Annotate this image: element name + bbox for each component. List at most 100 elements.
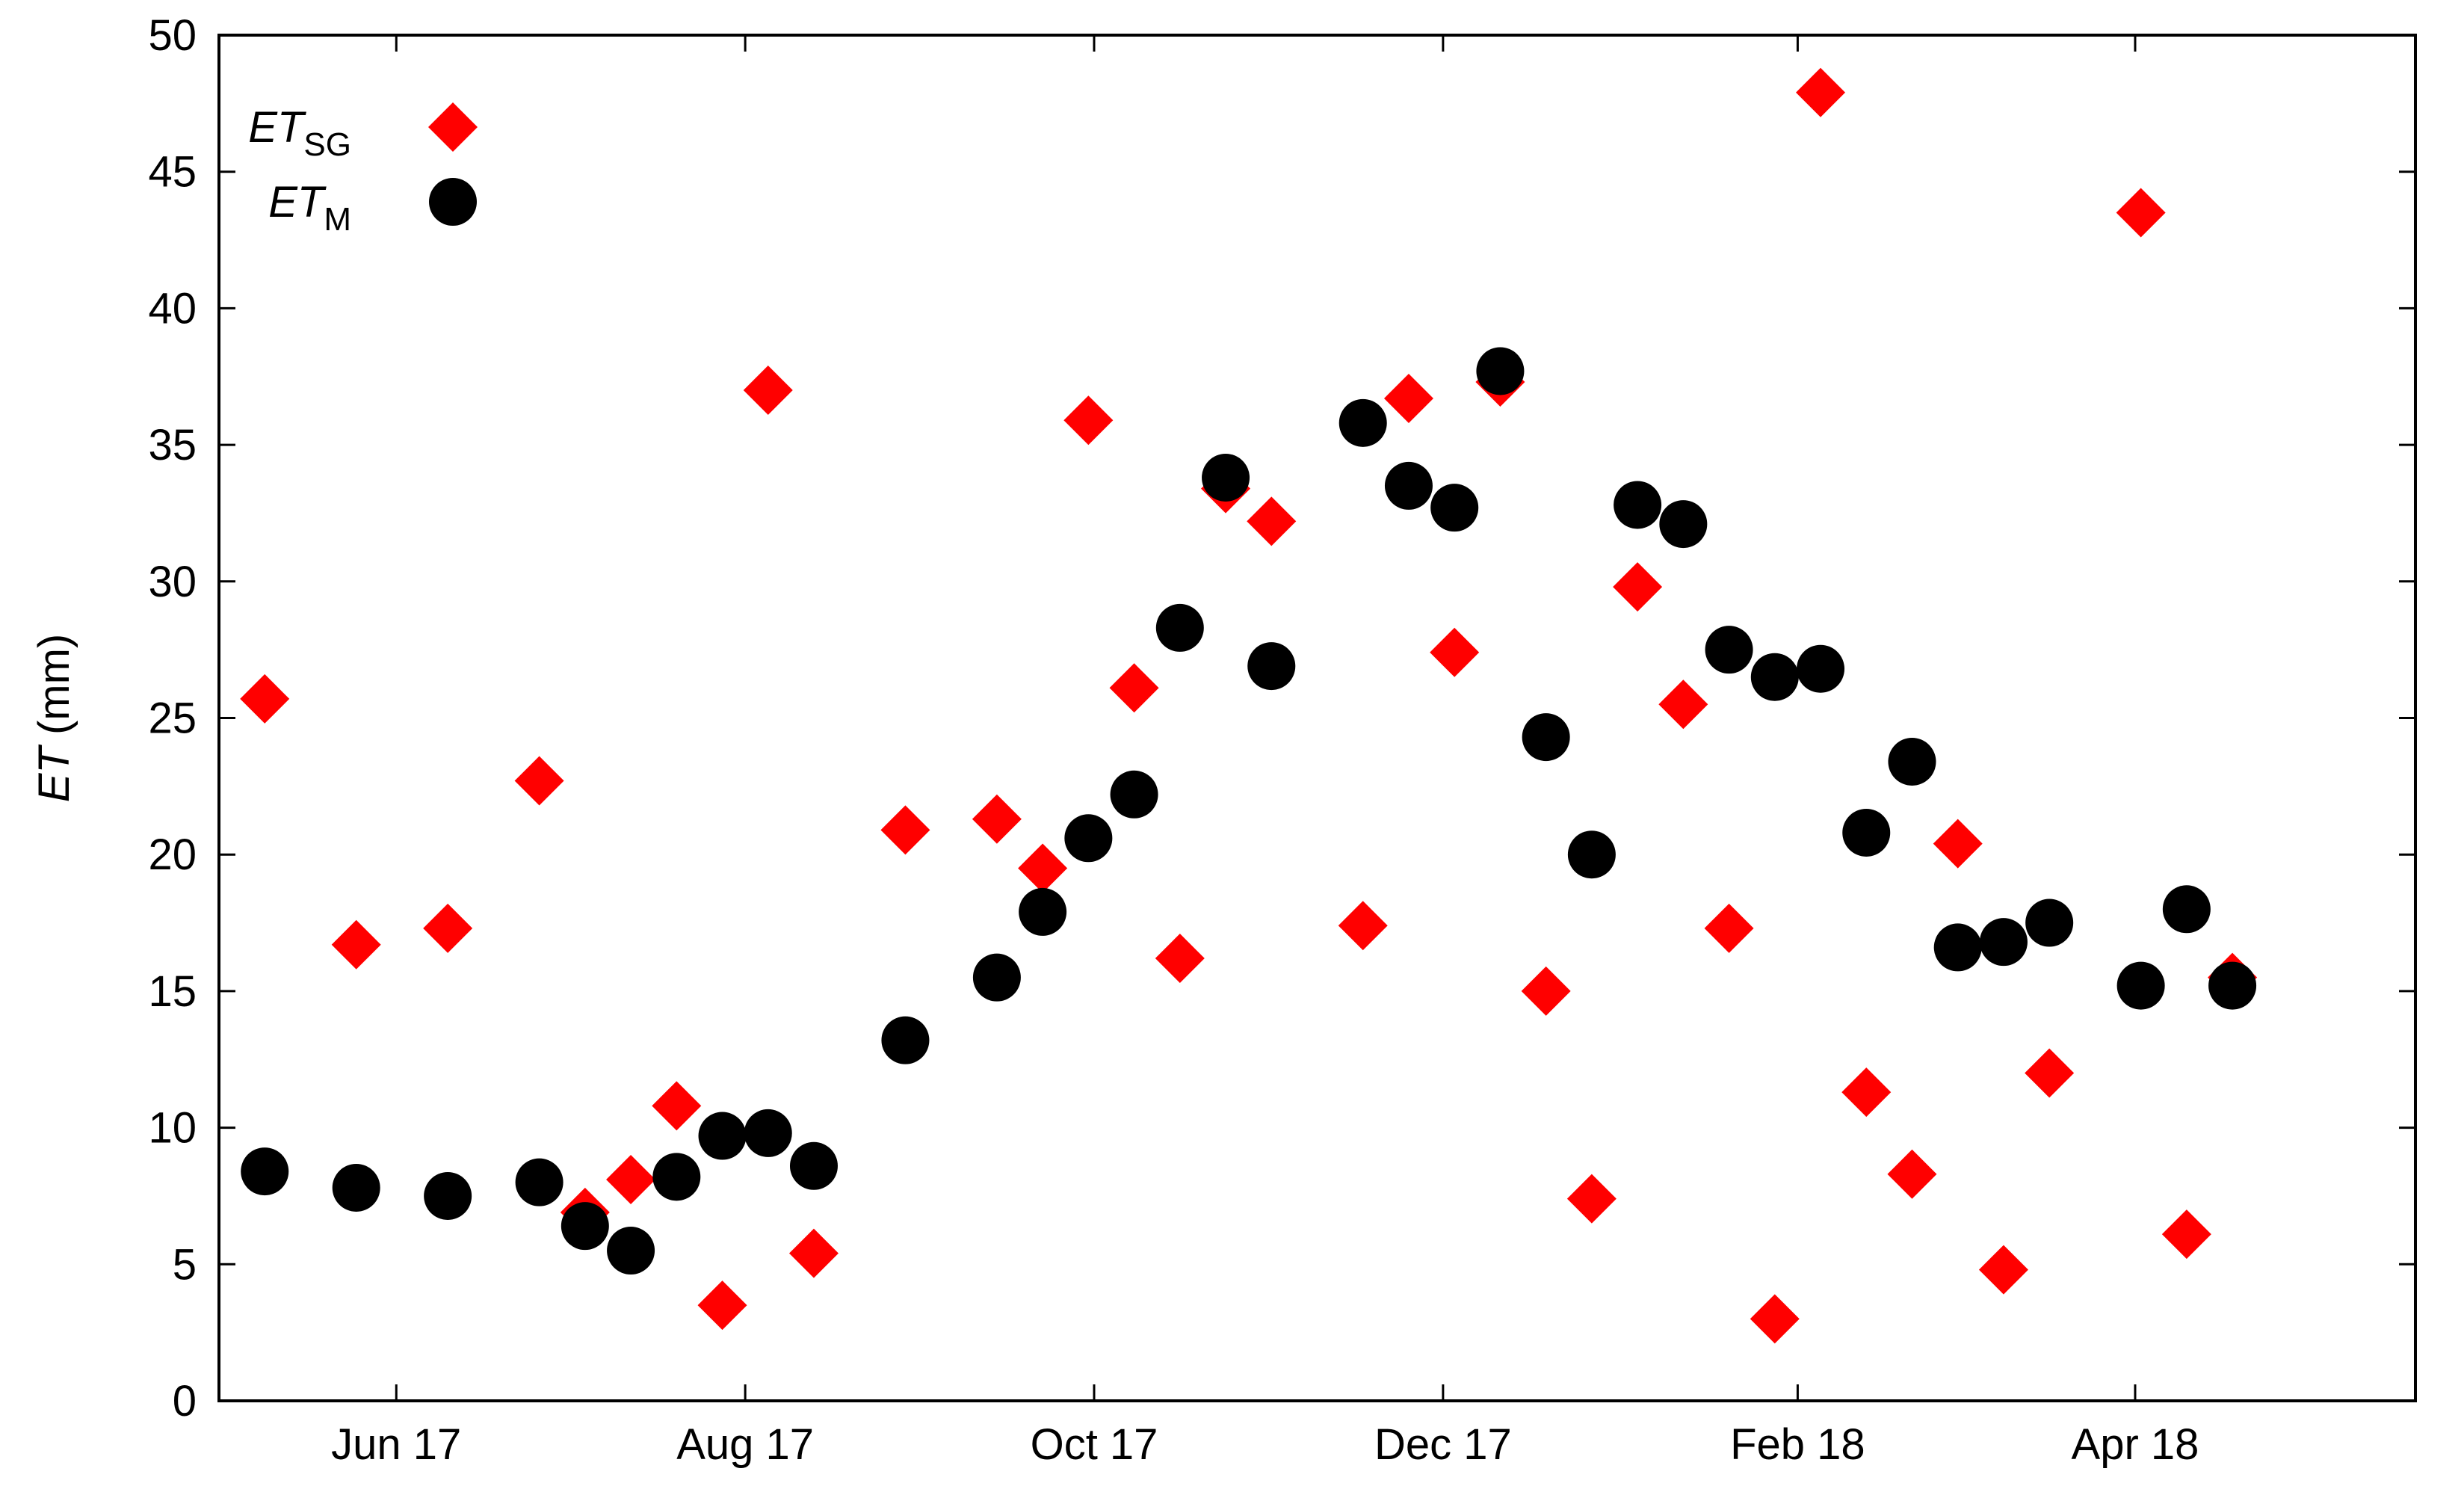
et-m-point xyxy=(1750,653,1799,701)
legend-marker-sg xyxy=(428,102,478,152)
et-m-point xyxy=(1338,398,1387,447)
et-sg-point xyxy=(514,756,564,806)
et-sg-point xyxy=(1887,1149,1937,1199)
et-m-point xyxy=(1476,347,1525,395)
et-m-point xyxy=(789,1141,838,1190)
y-axis-unit: (mm) xyxy=(30,634,78,747)
y-tick-label: 35 xyxy=(148,421,197,469)
et-sg-point xyxy=(880,805,930,855)
x-tick-label: Apr 18 xyxy=(2072,1420,2199,1469)
et-sg-point xyxy=(1338,901,1388,951)
et-m-point xyxy=(1933,923,1982,972)
y-tick-label: 10 xyxy=(148,1104,197,1153)
et-m-point xyxy=(2025,899,2074,947)
et-sg-point xyxy=(1750,1294,1800,1344)
y-axis-title: ET (mm) xyxy=(30,634,78,803)
x-tick-label: Dec 17 xyxy=(1374,1420,1512,1469)
y-tick-label: 45 xyxy=(148,148,197,197)
y-tick-label: 0 xyxy=(173,1377,197,1426)
et-sg-point xyxy=(331,919,381,970)
et-sg-point xyxy=(972,794,1022,844)
axes: 0 5 10 15 20 25 30 35 40 45 50 Jun 17 Aug 17 Oct 17 De… xyxy=(30,11,2415,1469)
et-sg-point xyxy=(652,1081,702,1131)
y-tick-label: 15 xyxy=(148,967,197,1016)
et-sg-point xyxy=(423,903,473,953)
et-m-point xyxy=(1522,713,1570,762)
legend-label-sg: ETSG xyxy=(248,103,351,163)
et-sg-point xyxy=(1109,663,1159,713)
et-sg-point xyxy=(1796,67,1846,117)
et-m-point xyxy=(652,1153,701,1201)
et-sg-point xyxy=(1566,1174,1617,1224)
data-points xyxy=(240,67,2258,1344)
et-sg-point xyxy=(1933,819,1983,869)
et-sg-point xyxy=(2161,1209,2211,1260)
et-sg-point xyxy=(697,1280,747,1331)
plot-frame xyxy=(217,34,2417,1402)
et-m-point xyxy=(1567,830,1616,879)
et-m-point xyxy=(1659,500,1708,549)
et-sg-point xyxy=(1063,395,1114,446)
legend-variable: ET xyxy=(248,103,306,152)
et-sg-point xyxy=(2025,1048,2075,1098)
et-m-point xyxy=(972,953,1021,1002)
et-sg-point xyxy=(1521,966,1571,1016)
y-tick-label: 50 xyxy=(148,11,197,60)
et-m-point xyxy=(1202,453,1250,502)
et-m-point xyxy=(1384,461,1433,510)
et-m-point xyxy=(1019,887,1067,936)
et-sg-point xyxy=(1155,934,1205,984)
et-sg-point xyxy=(1704,903,1754,953)
et-sg-point xyxy=(606,1155,656,1205)
et-sg-point xyxy=(1658,679,1708,730)
y-tick-label: 30 xyxy=(148,558,197,606)
et-sg-point xyxy=(743,366,793,416)
x-tick-label: Oct 17 xyxy=(1031,1420,1158,1469)
et-m-point xyxy=(515,1158,563,1206)
et-m-point xyxy=(1247,642,1296,691)
et-sg-point xyxy=(1383,373,1433,423)
et-m-point xyxy=(332,1163,380,1212)
et-sg-point xyxy=(2116,188,2166,238)
et-m-point xyxy=(2116,961,2165,1010)
y-tick-label: 40 xyxy=(148,284,197,333)
et-sg-point xyxy=(1247,496,1297,546)
et-m-point xyxy=(1979,918,2028,967)
x-tick-label: Aug 17 xyxy=(676,1420,814,1469)
et-m-point xyxy=(424,1171,472,1220)
legend-variable: ET xyxy=(268,178,327,226)
et-m-point xyxy=(561,1202,609,1251)
et-sg-point xyxy=(1018,843,1068,893)
et-m-point xyxy=(881,1016,930,1064)
et-m-point xyxy=(1614,481,1662,529)
et-m-point xyxy=(607,1227,655,1275)
et-sg-point xyxy=(788,1228,839,1278)
y-axis-variable: ET xyxy=(30,745,78,803)
et-sg-point xyxy=(1613,562,1663,612)
et-sg-point xyxy=(1841,1067,1892,1118)
et-m-point xyxy=(1110,770,1158,819)
et-m-point xyxy=(241,1147,289,1196)
y-tick-label: 25 xyxy=(148,694,197,743)
legend-subscript: SG xyxy=(303,126,351,163)
et-m-point xyxy=(1155,603,1204,652)
legend-subscript: M xyxy=(324,201,351,238)
et-m-point xyxy=(1842,808,1891,857)
et-sg-point xyxy=(1978,1245,2028,1295)
et-m-point xyxy=(2208,961,2257,1010)
series-et-m xyxy=(241,347,2257,1275)
et-m-point xyxy=(1705,626,1753,674)
et-m-point xyxy=(744,1109,792,1157)
y-tick-label: 20 xyxy=(148,830,197,879)
x-tick-label: Feb 18 xyxy=(1730,1420,1865,1469)
et-m-point xyxy=(1888,737,1936,786)
et-sg-point xyxy=(1430,627,1480,677)
series-et-sg xyxy=(240,67,2258,1344)
legend-label-m: ETM xyxy=(268,178,351,238)
et-m-point xyxy=(2162,885,2211,934)
et-m-point xyxy=(1430,484,1479,532)
